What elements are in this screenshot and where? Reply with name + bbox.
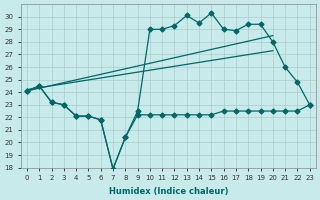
X-axis label: Humidex (Indice chaleur): Humidex (Indice chaleur) xyxy=(108,187,228,196)
